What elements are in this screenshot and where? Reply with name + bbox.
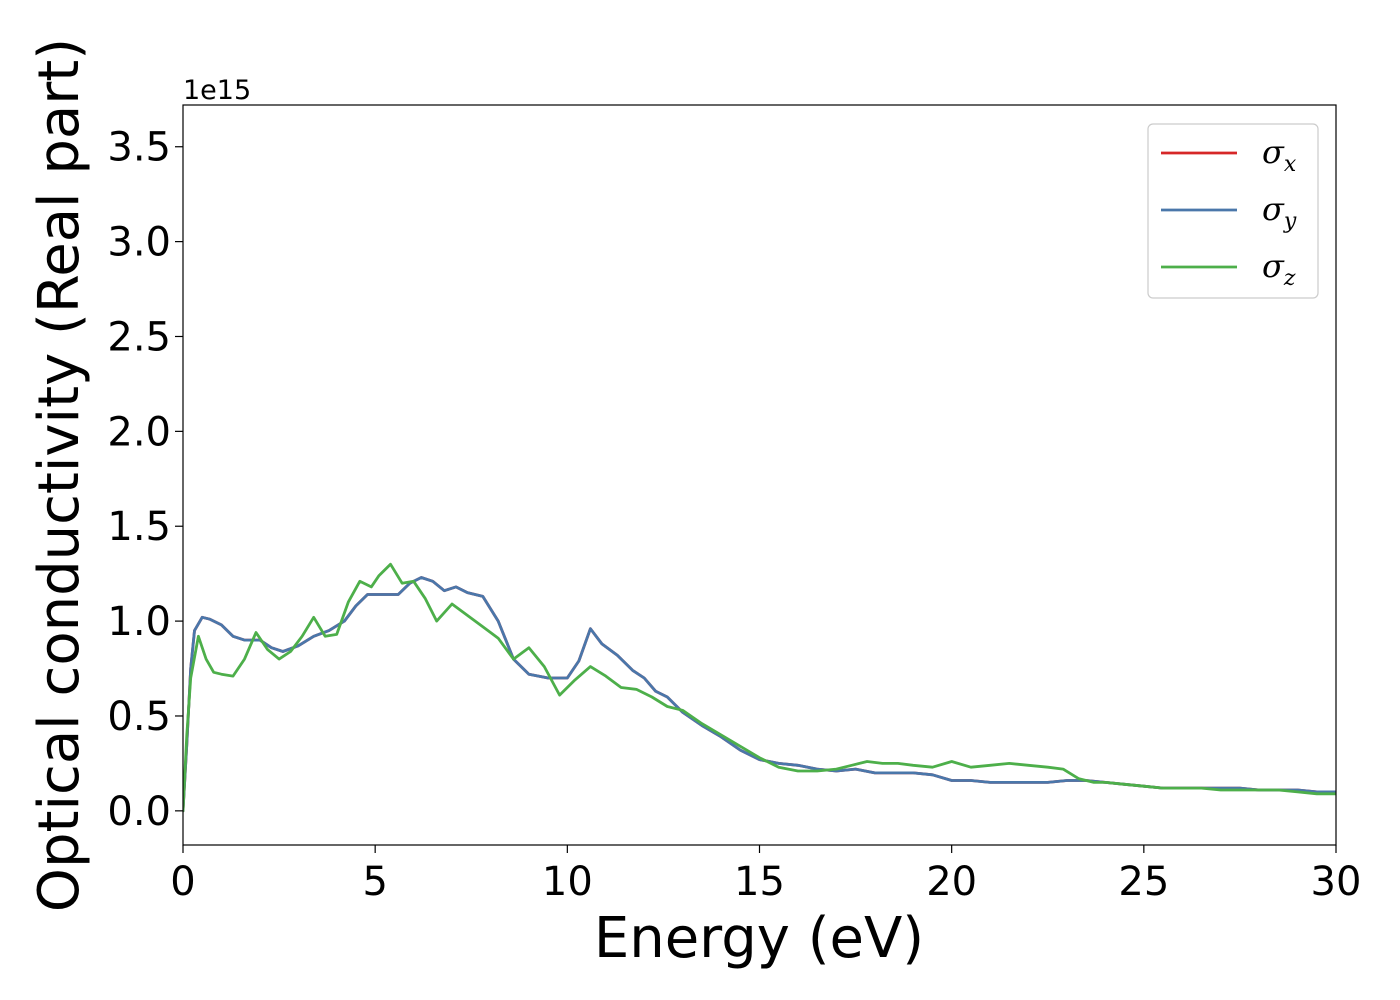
legend-subscript: z bbox=[1283, 266, 1296, 291]
series-line-z bbox=[183, 562, 1336, 813]
legend-label-y: σy bbox=[1262, 190, 1297, 234]
legend-symbol: σ bbox=[1262, 247, 1285, 285]
y-tick-label: 3.5 bbox=[107, 125, 171, 171]
y-axis-title: Optical conductivity (Real part) bbox=[27, 38, 92, 912]
y-tick-label: 1.0 bbox=[107, 599, 171, 645]
plot-area bbox=[183, 105, 1336, 845]
y-axis-offset-label: 1e15 bbox=[183, 75, 251, 106]
y-tick-label: 0.5 bbox=[107, 694, 171, 740]
y-tick-label: 1.5 bbox=[107, 504, 171, 550]
x-tick-label: 10 bbox=[542, 859, 593, 905]
legend-label-z: σz bbox=[1262, 247, 1296, 291]
x-tick-label: 30 bbox=[1311, 859, 1362, 905]
legend-subscript: x bbox=[1284, 152, 1297, 177]
x-tick-label: 20 bbox=[926, 859, 977, 905]
legend-label-x: σx bbox=[1262, 133, 1297, 177]
y-tick-label: 0.0 bbox=[107, 789, 171, 835]
x-tick-label: 0 bbox=[170, 859, 195, 905]
y-axis-ticks: 0.0 0.5 1.0 1.5 2.0 2.5 3.0 3.5 bbox=[107, 125, 183, 835]
x-axis-ticks: 0 5 10 15 20 25 30 bbox=[170, 845, 1361, 905]
x-tick-label: 5 bbox=[362, 859, 387, 905]
y-tick-label: 2.5 bbox=[107, 314, 171, 360]
series-layer bbox=[183, 562, 1336, 813]
x-tick-label: 15 bbox=[734, 859, 785, 905]
legend-symbol: σ bbox=[1262, 190, 1285, 228]
x-tick-label: 25 bbox=[1118, 859, 1169, 905]
y-tick-label: 3.0 bbox=[107, 220, 171, 266]
legend-symbol: σ bbox=[1262, 133, 1285, 171]
legend-subscript: y bbox=[1283, 209, 1297, 234]
y-tick-label: 2.0 bbox=[107, 409, 171, 455]
x-axis-title: Energy (eV) bbox=[594, 906, 924, 971]
